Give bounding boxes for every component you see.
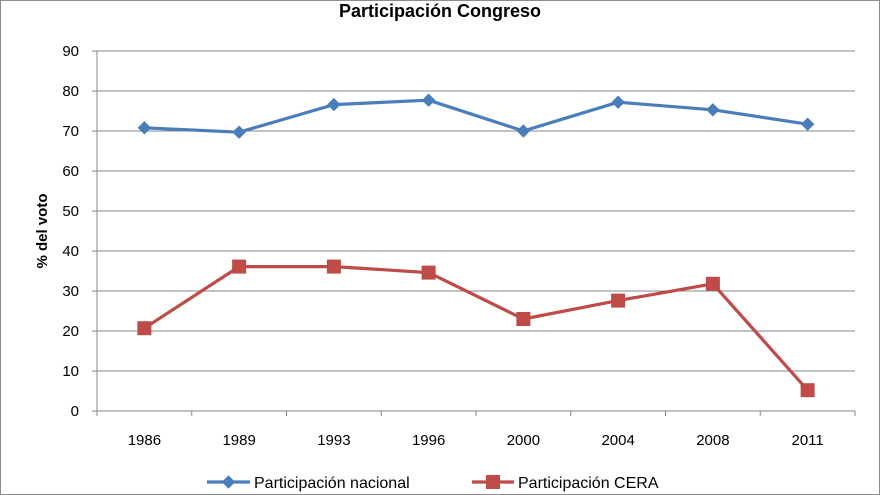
x-tick-label: 2000 [507, 432, 540, 449]
legend-marker [486, 475, 500, 489]
y-tick-label: 50 [62, 203, 79, 220]
x-tick-label: 1986 [128, 432, 161, 449]
data-point [800, 383, 815, 398]
legend: Participación nacional Participación CERA [207, 475, 659, 492]
axes: 0 10 20 30 40 50 60 70 80 90 1986 1989 1993 1996 2000 2… [62, 43, 856, 449]
y-tick-label: 20 [62, 323, 79, 340]
y-tick-label: 40 [62, 243, 79, 260]
data-point [611, 95, 625, 109]
series-layer [137, 93, 815, 398]
data-point [232, 259, 247, 274]
y-tick-label: 0 [71, 403, 79, 420]
y-tick-label: 60 [62, 163, 79, 180]
data-point [421, 93, 436, 107]
data-point [516, 312, 531, 326]
y-tick-label: 30 [62, 283, 79, 300]
x-tick-label: 1989 [222, 432, 255, 449]
gridlines [97, 50, 855, 372]
data-point [516, 124, 531, 138]
series-line [144, 98, 808, 134]
legend-label: Participación nacional [254, 475, 410, 492]
series-cera [137, 259, 815, 398]
x-tick-label: 2008 [696, 432, 729, 449]
data-point [327, 97, 341, 112]
series-nacional [137, 93, 815, 139]
y-tick-label: 90 [62, 43, 79, 60]
chart-title: Participación Congreso [339, 1, 541, 21]
x-tick-label: 2004 [601, 432, 634, 449]
x-tick-label: 1993 [317, 432, 350, 449]
data-point [421, 265, 436, 280]
legend-item: Participación nacional [207, 475, 410, 492]
data-point [800, 117, 815, 131]
y-tick-label: 80 [62, 83, 79, 100]
data-point [137, 321, 152, 336]
data-point [706, 103, 720, 117]
y-axis-label: % del voto [34, 193, 51, 268]
legend-marker [221, 475, 236, 489]
legend-label: Participación CERA [518, 475, 659, 492]
data-point [611, 293, 626, 308]
data-point [232, 125, 246, 139]
x-tick-label: 1996 [412, 432, 445, 449]
y-tick-label: 70 [62, 123, 79, 140]
legend-item: Participación CERA [472, 475, 659, 492]
data-point [705, 276, 720, 291]
data-point [137, 121, 152, 135]
x-tick-label: 2011 [791, 432, 823, 449]
y-tick-label: 10 [62, 363, 79, 380]
data-point [326, 259, 341, 274]
series-line [143, 265, 809, 392]
